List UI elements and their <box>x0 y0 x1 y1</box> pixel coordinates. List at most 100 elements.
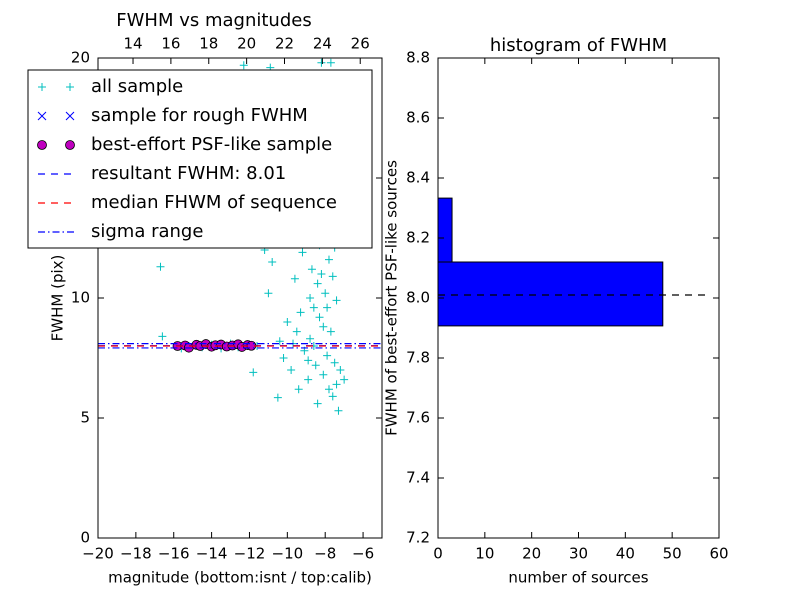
x2-tick-label: 24 <box>313 35 332 53</box>
y-tick-label: 5 <box>80 409 90 427</box>
x-tick-label: −8 <box>314 545 336 563</box>
legend-label: best-effort PSF-like sample <box>91 134 332 155</box>
y-axis-label: FWHM of best-effort PSF-like sources <box>383 160 401 436</box>
histogram-bar <box>438 197 453 263</box>
x2-tick-label: 16 <box>161 35 180 53</box>
data-point <box>156 262 165 271</box>
data-point <box>268 258 277 266</box>
y-tick-label: 7.4 <box>406 469 430 487</box>
x-tick-label: 40 <box>616 545 635 563</box>
x-tick-label: 20 <box>522 545 541 563</box>
x-tick-label: 30 <box>569 545 588 563</box>
y-tick-label: 7.2 <box>406 529 430 547</box>
x-tick-label: −18 <box>120 545 152 563</box>
data-point <box>319 322 328 331</box>
y-axis-label: FWHM (pix) <box>49 255 67 342</box>
data-point <box>334 406 343 415</box>
x-tick-label: −16 <box>158 545 190 563</box>
legend-label: sample for rough FWHM <box>91 105 308 126</box>
y-tick-label: 8.0 <box>406 289 430 307</box>
y-tick-label: 10 <box>71 289 90 307</box>
data-point <box>326 327 335 336</box>
x2-tick-label: 18 <box>199 35 218 53</box>
data-point <box>287 366 296 374</box>
x-tick-label: 0 <box>433 545 443 563</box>
data-point <box>275 337 284 346</box>
legend-marker <box>65 140 75 150</box>
x-tick-label: −20 <box>82 545 114 563</box>
data-point <box>323 351 332 360</box>
axes-frame <box>437 57 720 539</box>
y-tick-label: 8.4 <box>406 169 430 187</box>
data-point <box>332 296 341 305</box>
data-point <box>315 313 324 322</box>
legend-marker <box>38 83 46 91</box>
y-tick-label: 0 <box>80 529 90 547</box>
y-tick-label: 8.6 <box>406 109 430 127</box>
data-point <box>306 294 315 302</box>
data-point <box>283 318 292 326</box>
legend-marker <box>37 140 47 150</box>
chart-title: FWHM vs magnitudes <box>116 10 311 31</box>
data-point <box>321 289 330 298</box>
data-point <box>324 255 333 264</box>
x-tick-label: −10 <box>272 545 304 563</box>
data-point <box>158 332 167 341</box>
data-point <box>298 248 307 257</box>
legend-box <box>27 69 373 249</box>
histogram-bar <box>438 261 664 327</box>
x-tick-label: 60 <box>709 545 728 563</box>
x-tick-label: −12 <box>234 545 266 563</box>
data-point <box>292 327 301 336</box>
data-point <box>279 354 288 362</box>
data-point <box>273 393 282 402</box>
legend: all sample sample for rough FWHM best-effo… <box>27 69 373 249</box>
data-point <box>332 380 341 389</box>
x2-tick-label: 26 <box>351 35 370 53</box>
x2-tick-label: 14 <box>123 35 142 53</box>
x-tick-label: 50 <box>663 545 682 563</box>
legend-label: resultant FWHM: 8.01 <box>91 163 286 184</box>
x-axis-label: number of sources <box>508 569 648 587</box>
data-point <box>304 356 313 365</box>
data-point <box>307 265 316 274</box>
data-point <box>340 375 349 384</box>
legend-label: median FHWM of sequence <box>91 192 337 213</box>
data-point <box>294 385 303 394</box>
data-point <box>330 358 339 367</box>
data-point <box>328 392 337 401</box>
data-point <box>306 334 315 343</box>
legend-marker <box>37 111 47 121</box>
x-tick-label: 10 <box>475 545 494 563</box>
legend-label: sigma range <box>91 221 203 242</box>
data-point <box>323 303 332 312</box>
data-point <box>326 58 335 67</box>
data-point <box>304 375 313 384</box>
y-tick-label: 20 <box>71 49 90 67</box>
legend-marker <box>65 111 75 121</box>
plot-area <box>438 197 710 327</box>
data-point <box>313 399 322 408</box>
data-point <box>319 370 328 379</box>
data-point <box>264 289 273 298</box>
y-tick-label: 7.6 <box>406 409 430 427</box>
axes-frame <box>97 57 383 539</box>
x-tick-label: −14 <box>196 545 228 563</box>
data-point <box>313 279 322 288</box>
data-point <box>317 58 326 67</box>
legend-label: all sample <box>91 76 183 97</box>
chart-title: histogram of FWHM <box>490 35 667 56</box>
data-point <box>249 368 258 377</box>
y-tick-label: 8.2 <box>406 229 430 247</box>
data-point <box>317 270 326 278</box>
x-axis-label: magnitude (bottom:isnt / top:calib) <box>108 569 372 587</box>
data-point <box>239 61 248 70</box>
x2-tick-label: 22 <box>275 35 294 53</box>
legend-marker <box>66 83 74 91</box>
data-point <box>328 272 337 281</box>
data-point <box>290 274 299 283</box>
data-point <box>336 366 345 374</box>
y-tick-label: 8.8 <box>406 49 430 67</box>
y-tick-label: 7.8 <box>406 349 430 367</box>
